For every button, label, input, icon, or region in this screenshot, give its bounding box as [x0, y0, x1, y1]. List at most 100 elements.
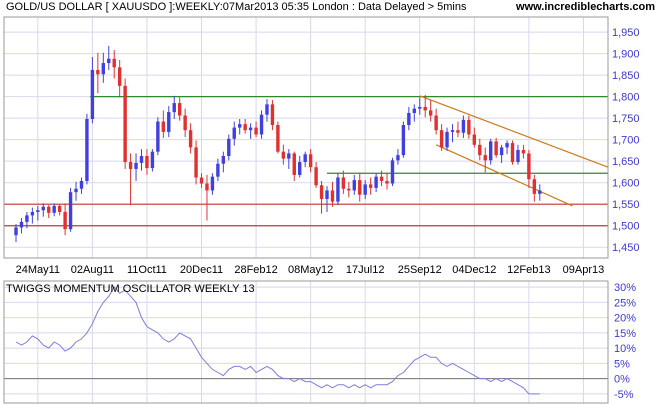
price-candle: [396, 149, 400, 165]
date-axis: 24May11 02Aug11 11Oct11 20Dec11 28Feb12 08May…: [16, 264, 605, 276]
candle-body: [232, 127, 236, 139]
price-candle: [123, 78, 127, 169]
candle-body: [292, 153, 296, 175]
candle-body: [325, 190, 329, 200]
candle-body: [161, 121, 166, 132]
price-tick-label: 1,600: [612, 178, 640, 190]
osc-tick-label: -5%: [614, 389, 634, 401]
candle-body: [107, 58, 111, 64]
candle-body: [418, 106, 422, 109]
date-tick-label: 17Jul12: [346, 264, 385, 276]
candle-body: [472, 134, 477, 145]
date-tick-label: 12Feb13: [507, 264, 550, 276]
osc-tick-label: 15%: [614, 328, 636, 340]
candle-body: [172, 103, 176, 113]
price-candle: [527, 149, 531, 188]
osc-tick-label: 0%: [614, 374, 630, 386]
price-candle: [96, 52, 100, 94]
candle-body: [36, 210, 40, 212]
price-candle: [41, 203, 45, 217]
price-candle: [390, 157, 395, 187]
candle-body: [358, 180, 362, 195]
price-candle: [90, 57, 95, 124]
candle-body: [483, 155, 487, 161]
candle-body: [439, 130, 444, 148]
candle-body: [14, 227, 18, 236]
price-candle: [19, 217, 24, 234]
price-grid: [4, 17, 608, 258]
candle-body: [128, 162, 133, 169]
site-link[interactable]: www.incrediblecharts.com: [516, 1, 655, 13]
oscillator-panel-frame: [3, 280, 609, 404]
price-candle: [238, 118, 242, 135]
candle-body: [194, 147, 198, 178]
date-tick-label: 04Dec12: [452, 264, 496, 276]
candle-body: [499, 147, 504, 156]
price-candle: [412, 104, 417, 122]
price-candle: [199, 173, 204, 188]
price-candle: [374, 173, 378, 193]
oscillator-title: TWIGGS MOMENTUM OSCILLATOR WEEKLY 13: [6, 283, 255, 295]
price-candle: [368, 177, 373, 195]
trend-lines: [4, 95, 609, 227]
osc-tick-label: 20%: [614, 313, 636, 325]
date-tick-label: 25Sep12: [398, 264, 442, 276]
chart-frame: [3, 16, 609, 404]
price-candle: [292, 151, 296, 181]
candle-body: [238, 124, 242, 128]
candle-body: [505, 143, 509, 148]
candle-body: [396, 155, 400, 161]
price-tick-label: 1,700: [612, 135, 640, 147]
date-tick-label: 11Oct11: [127, 264, 167, 276]
candle-body: [478, 144, 482, 156]
price-candle: [74, 181, 78, 201]
candle-body: [259, 114, 264, 135]
price-candle: [445, 127, 449, 151]
candle-body: [521, 149, 526, 154]
candle-body: [47, 206, 51, 213]
oscillator-lines: [15, 286, 540, 395]
candle-body: [527, 153, 531, 180]
candle-body: [412, 108, 417, 113]
candle-body: [96, 69, 100, 75]
osc-tick-label: 5%: [614, 358, 630, 370]
candle-body: [352, 180, 356, 191]
date-tick-label: 20Dec11: [180, 264, 223, 276]
candle-body: [456, 130, 460, 133]
price-candle: [101, 52, 106, 83]
price-tick-label: 1,800: [612, 92, 640, 104]
date-tick-label: 09Apr13: [563, 264, 605, 276]
candle-body: [330, 190, 335, 202]
candle-body: [199, 177, 204, 184]
candle-body: [303, 154, 307, 163]
price-candle: [85, 113, 89, 185]
price-tick-label: 1,850: [612, 70, 640, 82]
date-tick-label: 24May11: [16, 264, 60, 276]
candle-body: [287, 153, 291, 159]
candle-body: [41, 206, 45, 211]
candle-body: [74, 188, 78, 193]
candle-body: [30, 211, 35, 216]
candle-body: [461, 119, 466, 133]
osc-tick-label: 30%: [614, 282, 636, 294]
candle-body: [243, 124, 247, 131]
candle-body: [494, 141, 498, 156]
candle-body: [156, 121, 160, 152]
price-candle: [161, 110, 166, 138]
oscillator-y-axis: 30% 25% 20% 15% 10% 5% 0% -5%: [614, 282, 636, 401]
candle-body: [25, 215, 29, 222]
price-candle: [510, 140, 515, 165]
candle-body: [363, 184, 367, 195]
candle-body: [488, 141, 493, 161]
price-candle: [107, 45, 111, 70]
candle-body: [265, 104, 269, 115]
price-candle: [341, 170, 346, 194]
price-candle: [276, 121, 280, 154]
candle-body: [428, 110, 433, 116]
candle-body: [423, 106, 427, 111]
price-candle: [428, 100, 433, 122]
price-candle: [128, 153, 133, 206]
price-candle: [352, 174, 356, 195]
candle-body: [134, 162, 138, 169]
price-candle: [488, 138, 493, 165]
